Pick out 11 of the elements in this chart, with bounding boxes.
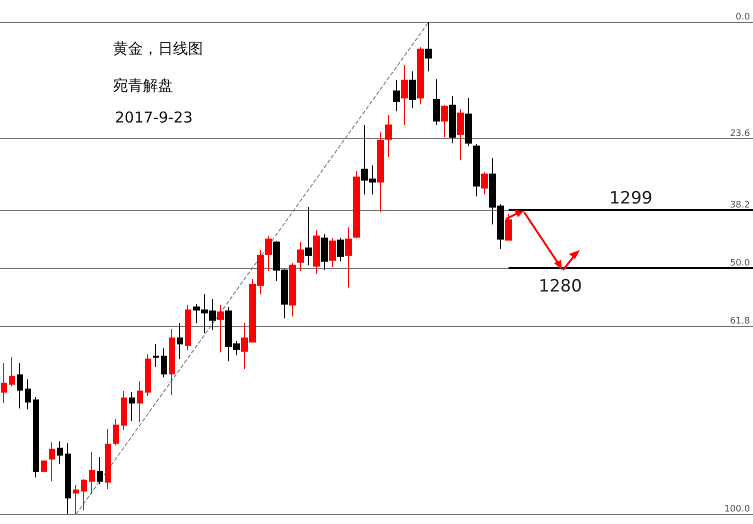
y-tick-label: 23.6 bbox=[730, 128, 750, 139]
annotation: 2017-9-23 bbox=[115, 108, 193, 126]
text: 黄金，日线图 bbox=[113, 40, 203, 58]
annotation: 1299 bbox=[609, 188, 652, 209]
y-tick-label: 0.0 bbox=[736, 12, 750, 23]
text: 宛青解盘 bbox=[113, 76, 173, 94]
y-tick-label: 61.8 bbox=[730, 316, 750, 327]
annotation: 1280 bbox=[538, 276, 582, 297]
y-tick-label: 38.2 bbox=[730, 200, 750, 211]
y-tick-label: 100.0 bbox=[724, 504, 750, 515]
y-tick-label: 50.0 bbox=[730, 258, 750, 269]
